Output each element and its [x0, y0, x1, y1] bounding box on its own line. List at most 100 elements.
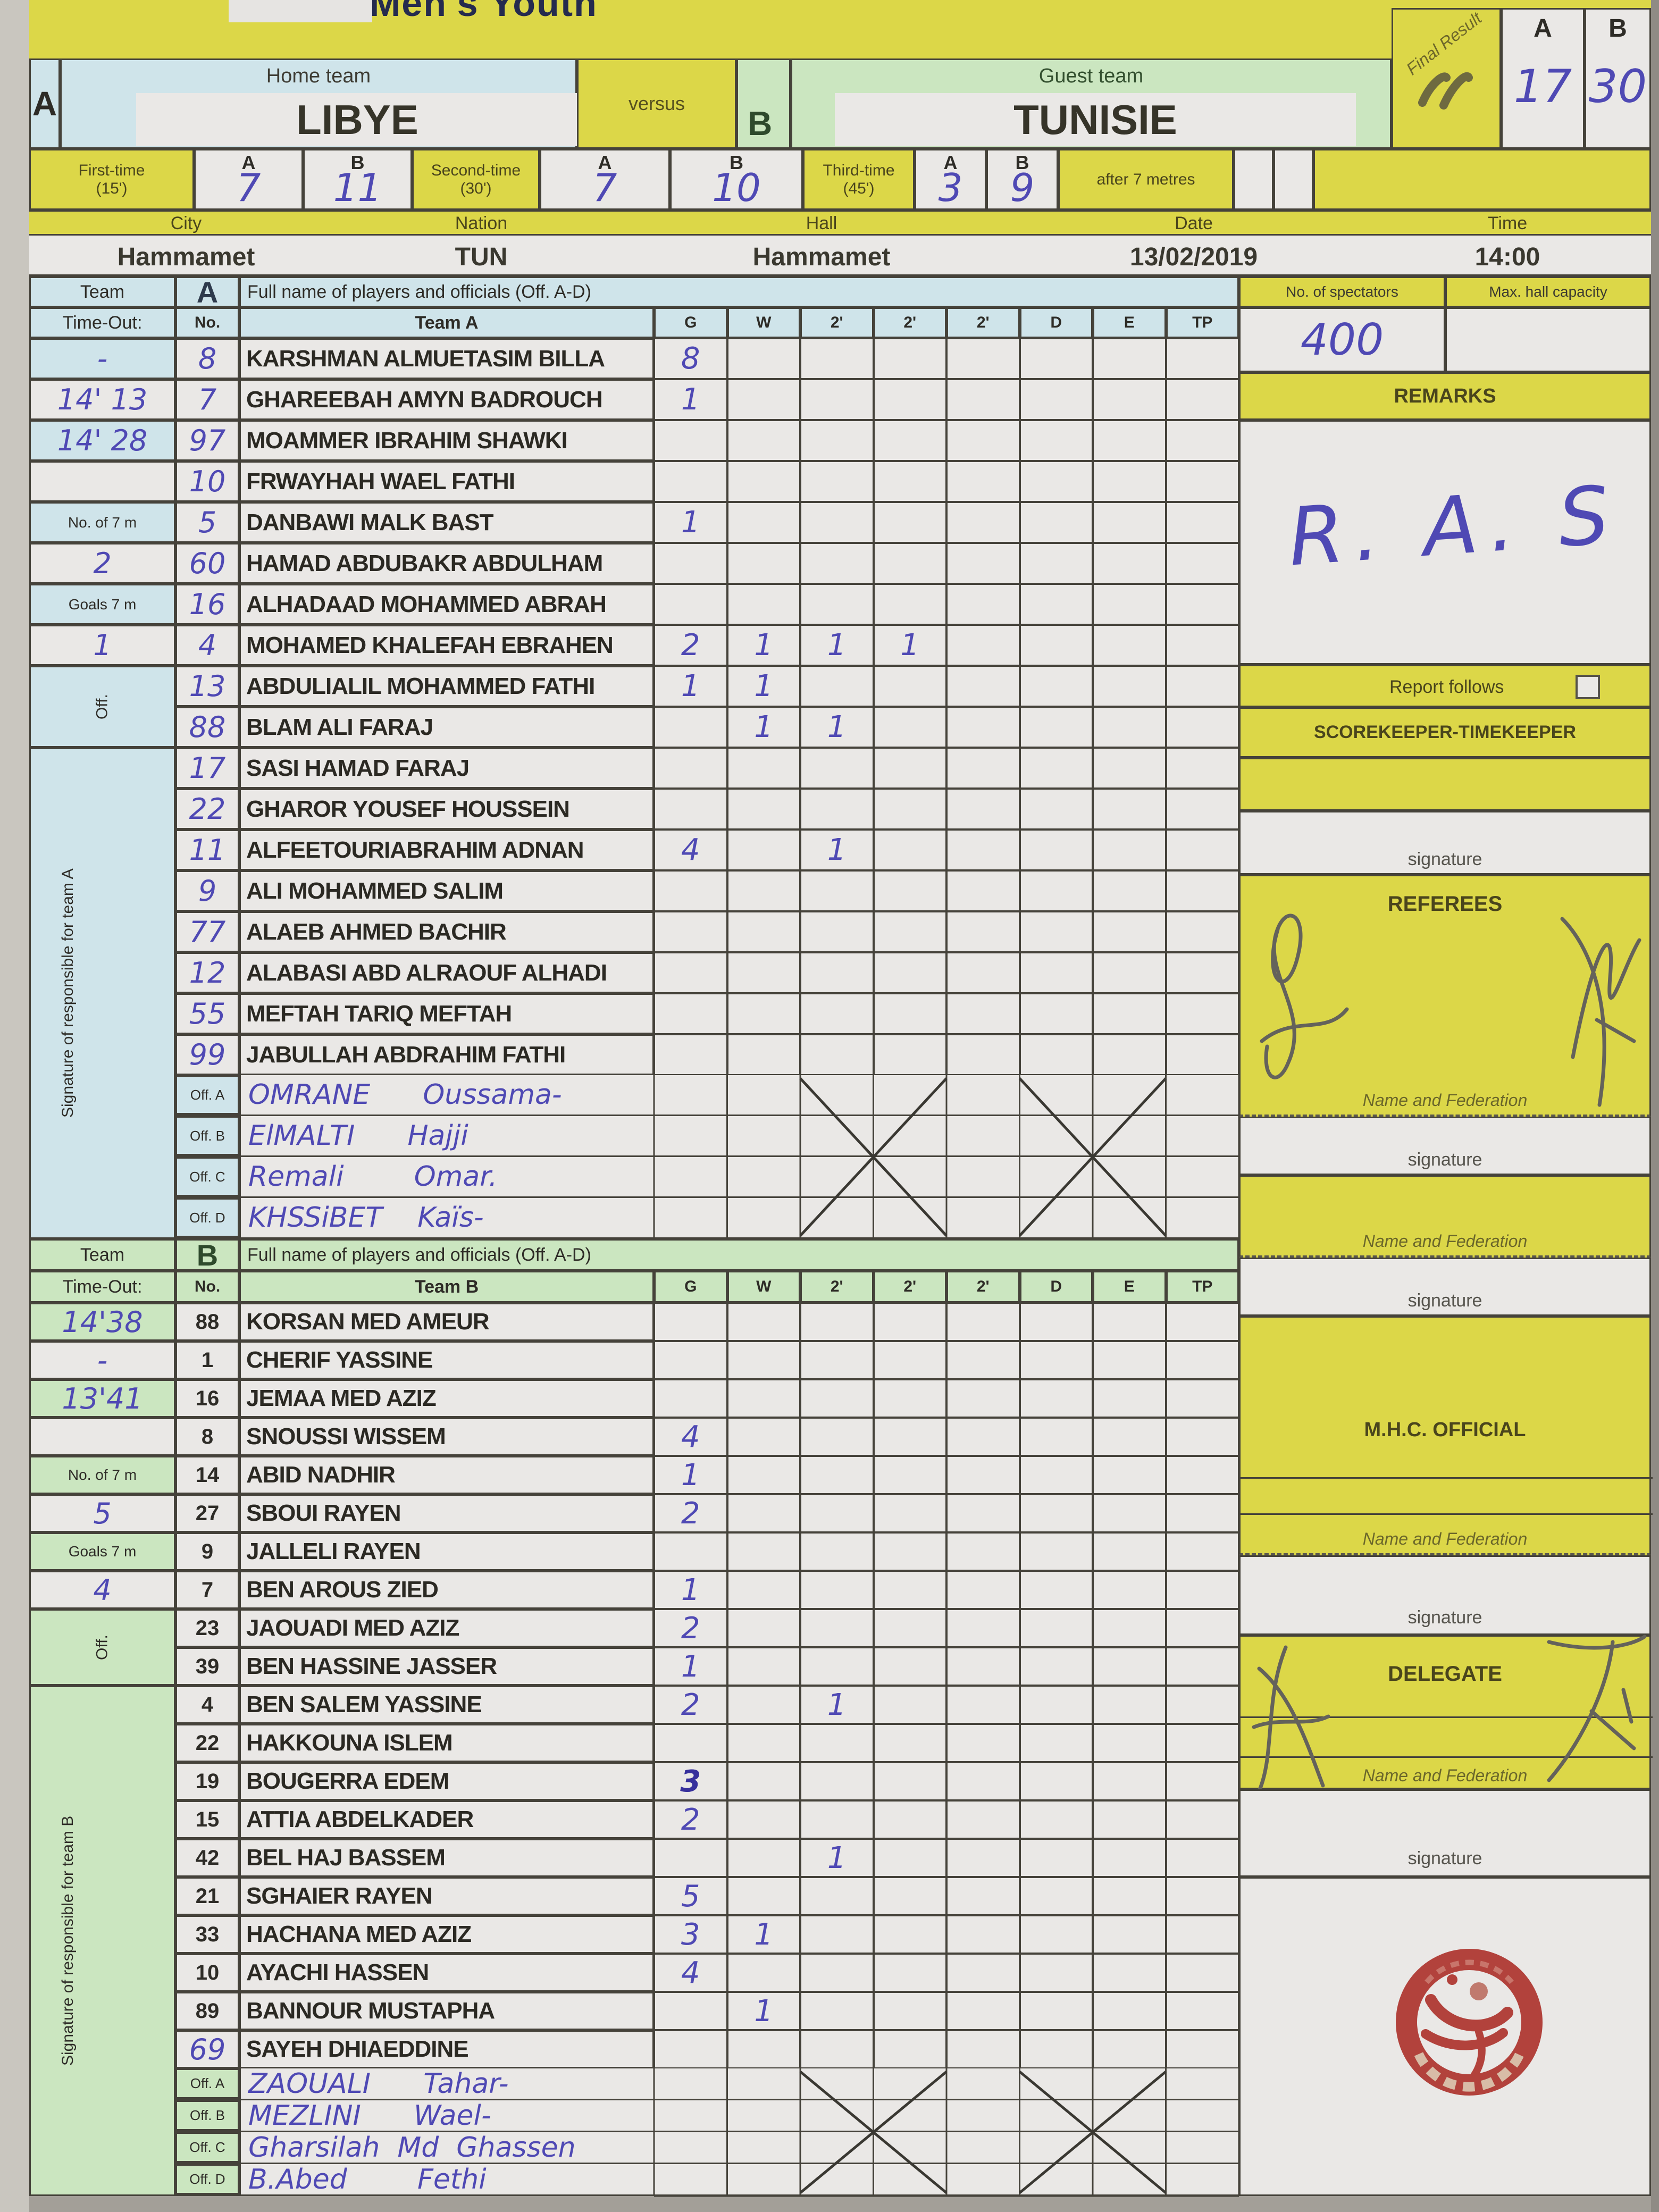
no-header-cell: No.	[175, 307, 239, 338]
stat-cell-G: 5	[654, 1877, 727, 1915]
stat-cell-G: 2	[654, 625, 727, 666]
stat-cell-2	[800, 338, 874, 379]
off-vertical-cell: Off.	[29, 666, 175, 748]
player-row: 21 SGHAIER RAYEN 5	[175, 1877, 1239, 1915]
stat-cell-G	[654, 1379, 727, 1418]
stat-cell-2	[946, 1915, 1020, 1954]
stat-cell-W	[727, 952, 800, 993]
player-name: SBOUI RAYEN	[239, 1494, 654, 1532]
stat-cell-G	[654, 748, 727, 789]
stat-cell-2	[800, 2030, 874, 2068]
stat-cell-G	[654, 420, 727, 461]
stat-cell-2	[800, 1915, 874, 1954]
stat-cell-2	[946, 543, 1020, 584]
player-row: 69 SAYEH DHIAEDDINE	[175, 2030, 1239, 2068]
signature-label: signature	[1407, 849, 1482, 869]
player-number: 1	[201, 1348, 214, 1372]
stat-cell-2	[800, 379, 874, 420]
player-number: 11	[189, 833, 226, 867]
versus-cell: versus	[577, 58, 736, 149]
stat-value: 1	[900, 628, 920, 663]
stat-cell-2	[946, 1571, 1020, 1609]
player-name: MOHAMED KHALEFAH EBRAHEN	[239, 625, 654, 666]
stat-cell-E	[1093, 1686, 1166, 1724]
player-number-cell: 22	[175, 789, 239, 830]
official-label: Off. B	[175, 2100, 239, 2131]
home-team-label: Home team	[266, 64, 371, 87]
timeout-cell: 1	[29, 625, 175, 666]
stat-cell-2	[873, 379, 946, 420]
player-number-cell: 8	[175, 338, 239, 379]
stat-cell-2	[946, 625, 1020, 666]
player-number: 8	[201, 1425, 214, 1448]
stat-cell-2	[873, 1954, 946, 1992]
timeout-cell	[29, 1418, 175, 1456]
timeout-cell: No. of 7 m	[29, 502, 175, 543]
stat-cell-TP	[1166, 338, 1239, 379]
meta-label: Nation	[455, 213, 508, 233]
stat-cell-D	[1019, 502, 1093, 543]
player-number-cell: 5	[175, 502, 239, 543]
stat-cell-2	[800, 911, 874, 952]
stat-cell-D	[1019, 1456, 1093, 1494]
team-section-label-cell: Team	[29, 276, 175, 307]
player-number: 15	[195, 1807, 220, 1831]
stat-cell-2	[873, 502, 946, 543]
stat-cell-E	[1093, 1877, 1166, 1915]
player-number-cell: 1	[175, 1341, 239, 1379]
stat-cell-2	[873, 707, 946, 748]
stat-cell-E	[1093, 584, 1166, 625]
stat-cell-TP	[1166, 1532, 1239, 1571]
stat-cell-G: 2	[654, 1609, 727, 1647]
stat-cell-W	[727, 543, 800, 584]
player-number-cell: 60	[175, 543, 239, 584]
player-number: 12	[189, 956, 226, 990]
player-number-cell: 4	[175, 625, 239, 666]
player-row: 9 ALI MOHAMMED SALIM	[175, 870, 1239, 911]
timeout-cell: 14' 28	[29, 420, 175, 461]
stat-cell-TP	[1166, 911, 1239, 952]
stat-cell-D	[1019, 1839, 1093, 1877]
player-name: ALABASI ABD ALRAOUF ALHADI	[239, 952, 654, 993]
name-federation-label: Name and Federation	[1362, 1231, 1528, 1251]
player-number: 89	[195, 1999, 220, 2023]
after7-b-cell	[1273, 149, 1313, 210]
stat-value: 3	[680, 1764, 701, 1799]
timeout-value: 14' 28	[57, 424, 148, 457]
scorekeeper-blank	[1239, 758, 1651, 811]
stat-cell-D	[1019, 1532, 1093, 1571]
spectators-label: No. of spectators	[1286, 283, 1398, 300]
signature-row-5: signature	[1239, 1789, 1651, 1877]
stat-cell-TP	[1166, 666, 1239, 707]
home-letter: A	[32, 85, 57, 123]
meta-value: TUN	[455, 242, 508, 271]
pen-strokes-icon	[1418, 72, 1473, 110]
stat-cell-TP	[1166, 1303, 1239, 1341]
mhc-line-2	[1241, 1513, 1653, 1515]
official-row: Off. A OMRANE Oussama-	[175, 1075, 1239, 1116]
stat-cell-D	[1019, 1571, 1093, 1609]
stat-cell-2	[800, 1303, 874, 1341]
player-row: 19 BOUGERRA EDEM 3	[175, 1762, 1239, 1800]
stat-value: 8	[681, 341, 700, 376]
timeout-cell: 5	[29, 1494, 175, 1532]
stat-cell-W	[727, 1954, 800, 1992]
timeout-value: Goals 7 m	[68, 1543, 137, 1560]
stat-cell-TP	[1166, 379, 1239, 420]
player-number-cell: 42	[175, 1839, 239, 1877]
stat-cell-E	[1093, 1762, 1166, 1800]
official-row: Off. A ZAOUALI Tahar-	[175, 2068, 1239, 2100]
player-number-cell: 39	[175, 1647, 239, 1686]
stat-cell-E	[1093, 952, 1166, 993]
stat-value: 1	[827, 710, 847, 744]
timeout-header-cell: Time-Out:	[29, 307, 175, 338]
stat-cell-G: 2	[654, 1800, 727, 1839]
stat-cell-TP	[1166, 1877, 1239, 1915]
federation-stamp-icon	[1396, 1949, 1543, 2096]
stat-cell-G: 1	[654, 1571, 727, 1609]
timeout-cell: Goals 7 m	[29, 1532, 175, 1571]
referee2-name-block: Name and Federation	[1239, 1175, 1651, 1258]
photo-left-margin	[0, 0, 29, 2212]
player-row: 10 FRWAYHAH WAEL FATHI	[175, 461, 1239, 502]
player-name: BEN SALEM YASSINE	[239, 1686, 654, 1724]
